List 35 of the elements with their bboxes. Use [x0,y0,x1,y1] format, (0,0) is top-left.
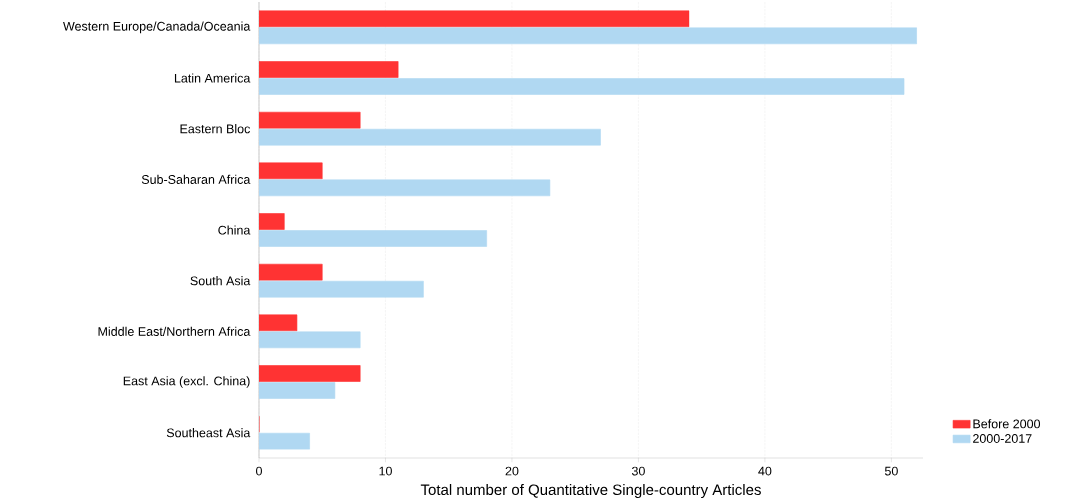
bar [259,162,323,180]
bar [259,111,361,129]
y-tick-label: China [218,225,251,235]
y-tick-label: Southeast Asia [166,428,251,438]
bar [259,331,361,349]
x-tick-label: 20 [505,466,519,476]
y-tick-label: Latin America [174,73,251,83]
bar [259,230,487,247]
y-tick-label: Sub-Saharan Africa [141,174,251,184]
bar [259,365,361,382]
y-tick-label: South Asia [190,276,251,286]
legend-label: Before 2000 [973,419,1041,429]
x-tick-label: 0 [256,466,262,476]
x-tick-label: 30 [631,466,645,476]
bar [259,314,298,332]
bar [259,280,424,298]
bar [259,213,285,230]
bar [259,382,336,399]
bar [259,27,917,45]
y-tick-label: East Asia (excl. China) [123,376,250,388]
bar [259,78,905,95]
x-tick-label: 50 [884,466,898,476]
bar [259,179,551,197]
bar [259,128,601,146]
y-tick-label: Western Europe/Canada/Oceania [63,21,251,34]
x-axis-title: Total number of Quantitative Single-country Articles [420,484,761,498]
x-tick-label: 10 [379,466,392,476]
x-tick-label: 40 [758,466,772,476]
bar [259,432,310,450]
bar [259,61,399,78]
y-tick-label: Eastern Bloc [180,124,251,134]
bar [259,263,323,281]
bar [259,10,690,28]
legend-label: 2000-2017 [973,434,1032,443]
y-tick-label: Middle East/Northern Africa [98,326,251,336]
